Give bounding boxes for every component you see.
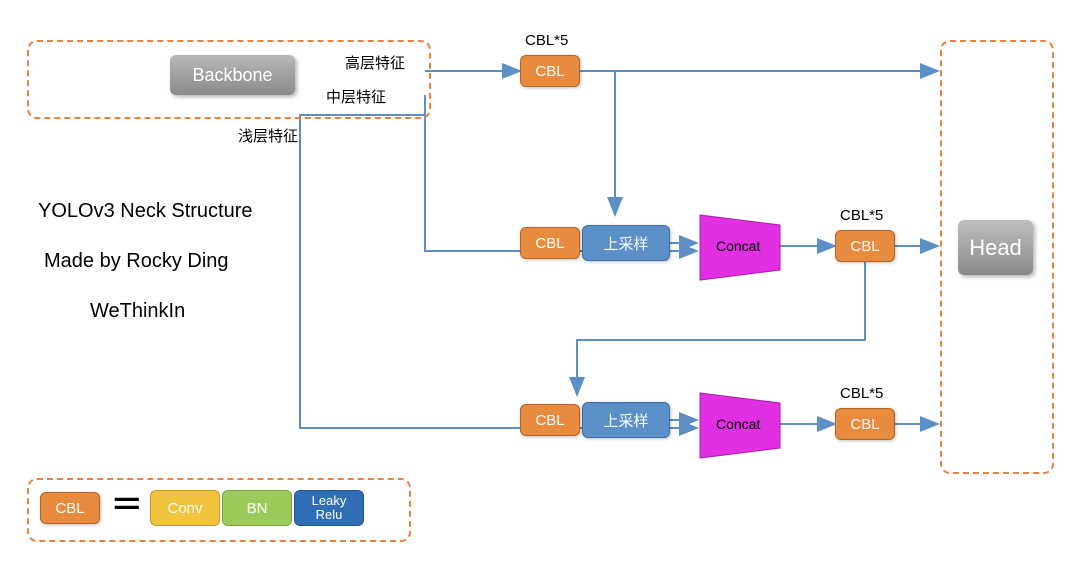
legend-cbl-label: CBL [55, 500, 84, 517]
backbone-block: Backbone [170, 55, 295, 95]
caption-line2: Made by Rocky Ding [44, 250, 229, 273]
cbl-bot-post-label: CBL [850, 416, 879, 433]
cbl-bot-pre-label: CBL [535, 412, 564, 429]
cbl-bot-pre: CBL [520, 404, 580, 436]
concat-bot-shape [700, 393, 780, 458]
cbl-top-label: CBL [535, 63, 564, 80]
cbl-mid-pre-label: CBL [535, 235, 564, 252]
cbl-top: CBL [520, 55, 580, 87]
upsample-mid-label: 上采样 [603, 233, 648, 254]
legend-cbl: CBL [40, 492, 100, 524]
legend-equals: = [113, 487, 141, 521]
legend-leaky-l2: Relu [316, 508, 343, 522]
label-high: 高层特征 [345, 52, 405, 73]
legend-leaky: Leaky Relu [294, 490, 364, 526]
head-label: Head [969, 235, 1022, 261]
upsample-bot-label: 上采样 [603, 410, 648, 431]
legend-leaky-l1: Leaky [312, 494, 347, 508]
legend-bn-label: BN [247, 500, 268, 517]
cbl-mid-post-label: CBL [850, 238, 879, 255]
label-cbl5-bot: CBL*5 [840, 385, 883, 402]
upsample-mid: 上采样 [582, 225, 670, 261]
caption-line3: WeThinkIn [90, 300, 185, 323]
backbone-label: Backbone [192, 65, 272, 86]
caption-line1: YOLOv3 Neck Structure [38, 200, 253, 223]
upsample-bot: 上采样 [582, 402, 670, 438]
cbl-bot-post: CBL [835, 408, 895, 440]
legend-bn: BN [222, 490, 292, 526]
label-cbl5-mid: CBL*5 [840, 207, 883, 224]
concat-mid-shape [700, 215, 780, 280]
label-cbl5-top: CBL*5 [525, 32, 568, 49]
label-mid: 中层特征 [326, 86, 386, 107]
legend-conv-label: Conv [167, 500, 202, 517]
cbl-mid-post: CBL [835, 230, 895, 262]
legend-conv: Conv [150, 490, 220, 526]
head-block: Head [958, 220, 1033, 275]
label-low: 浅层特征 [238, 125, 298, 146]
cbl-mid-pre: CBL [520, 227, 580, 259]
